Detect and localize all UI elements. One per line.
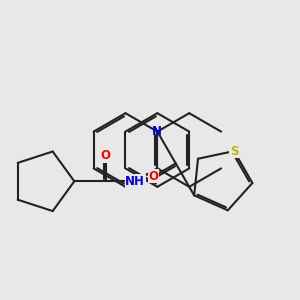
- Text: O: O: [100, 149, 111, 162]
- Text: N: N: [152, 125, 162, 138]
- Text: NH: NH: [125, 175, 145, 188]
- Text: S: S: [230, 145, 238, 158]
- Text: O: O: [148, 170, 158, 183]
